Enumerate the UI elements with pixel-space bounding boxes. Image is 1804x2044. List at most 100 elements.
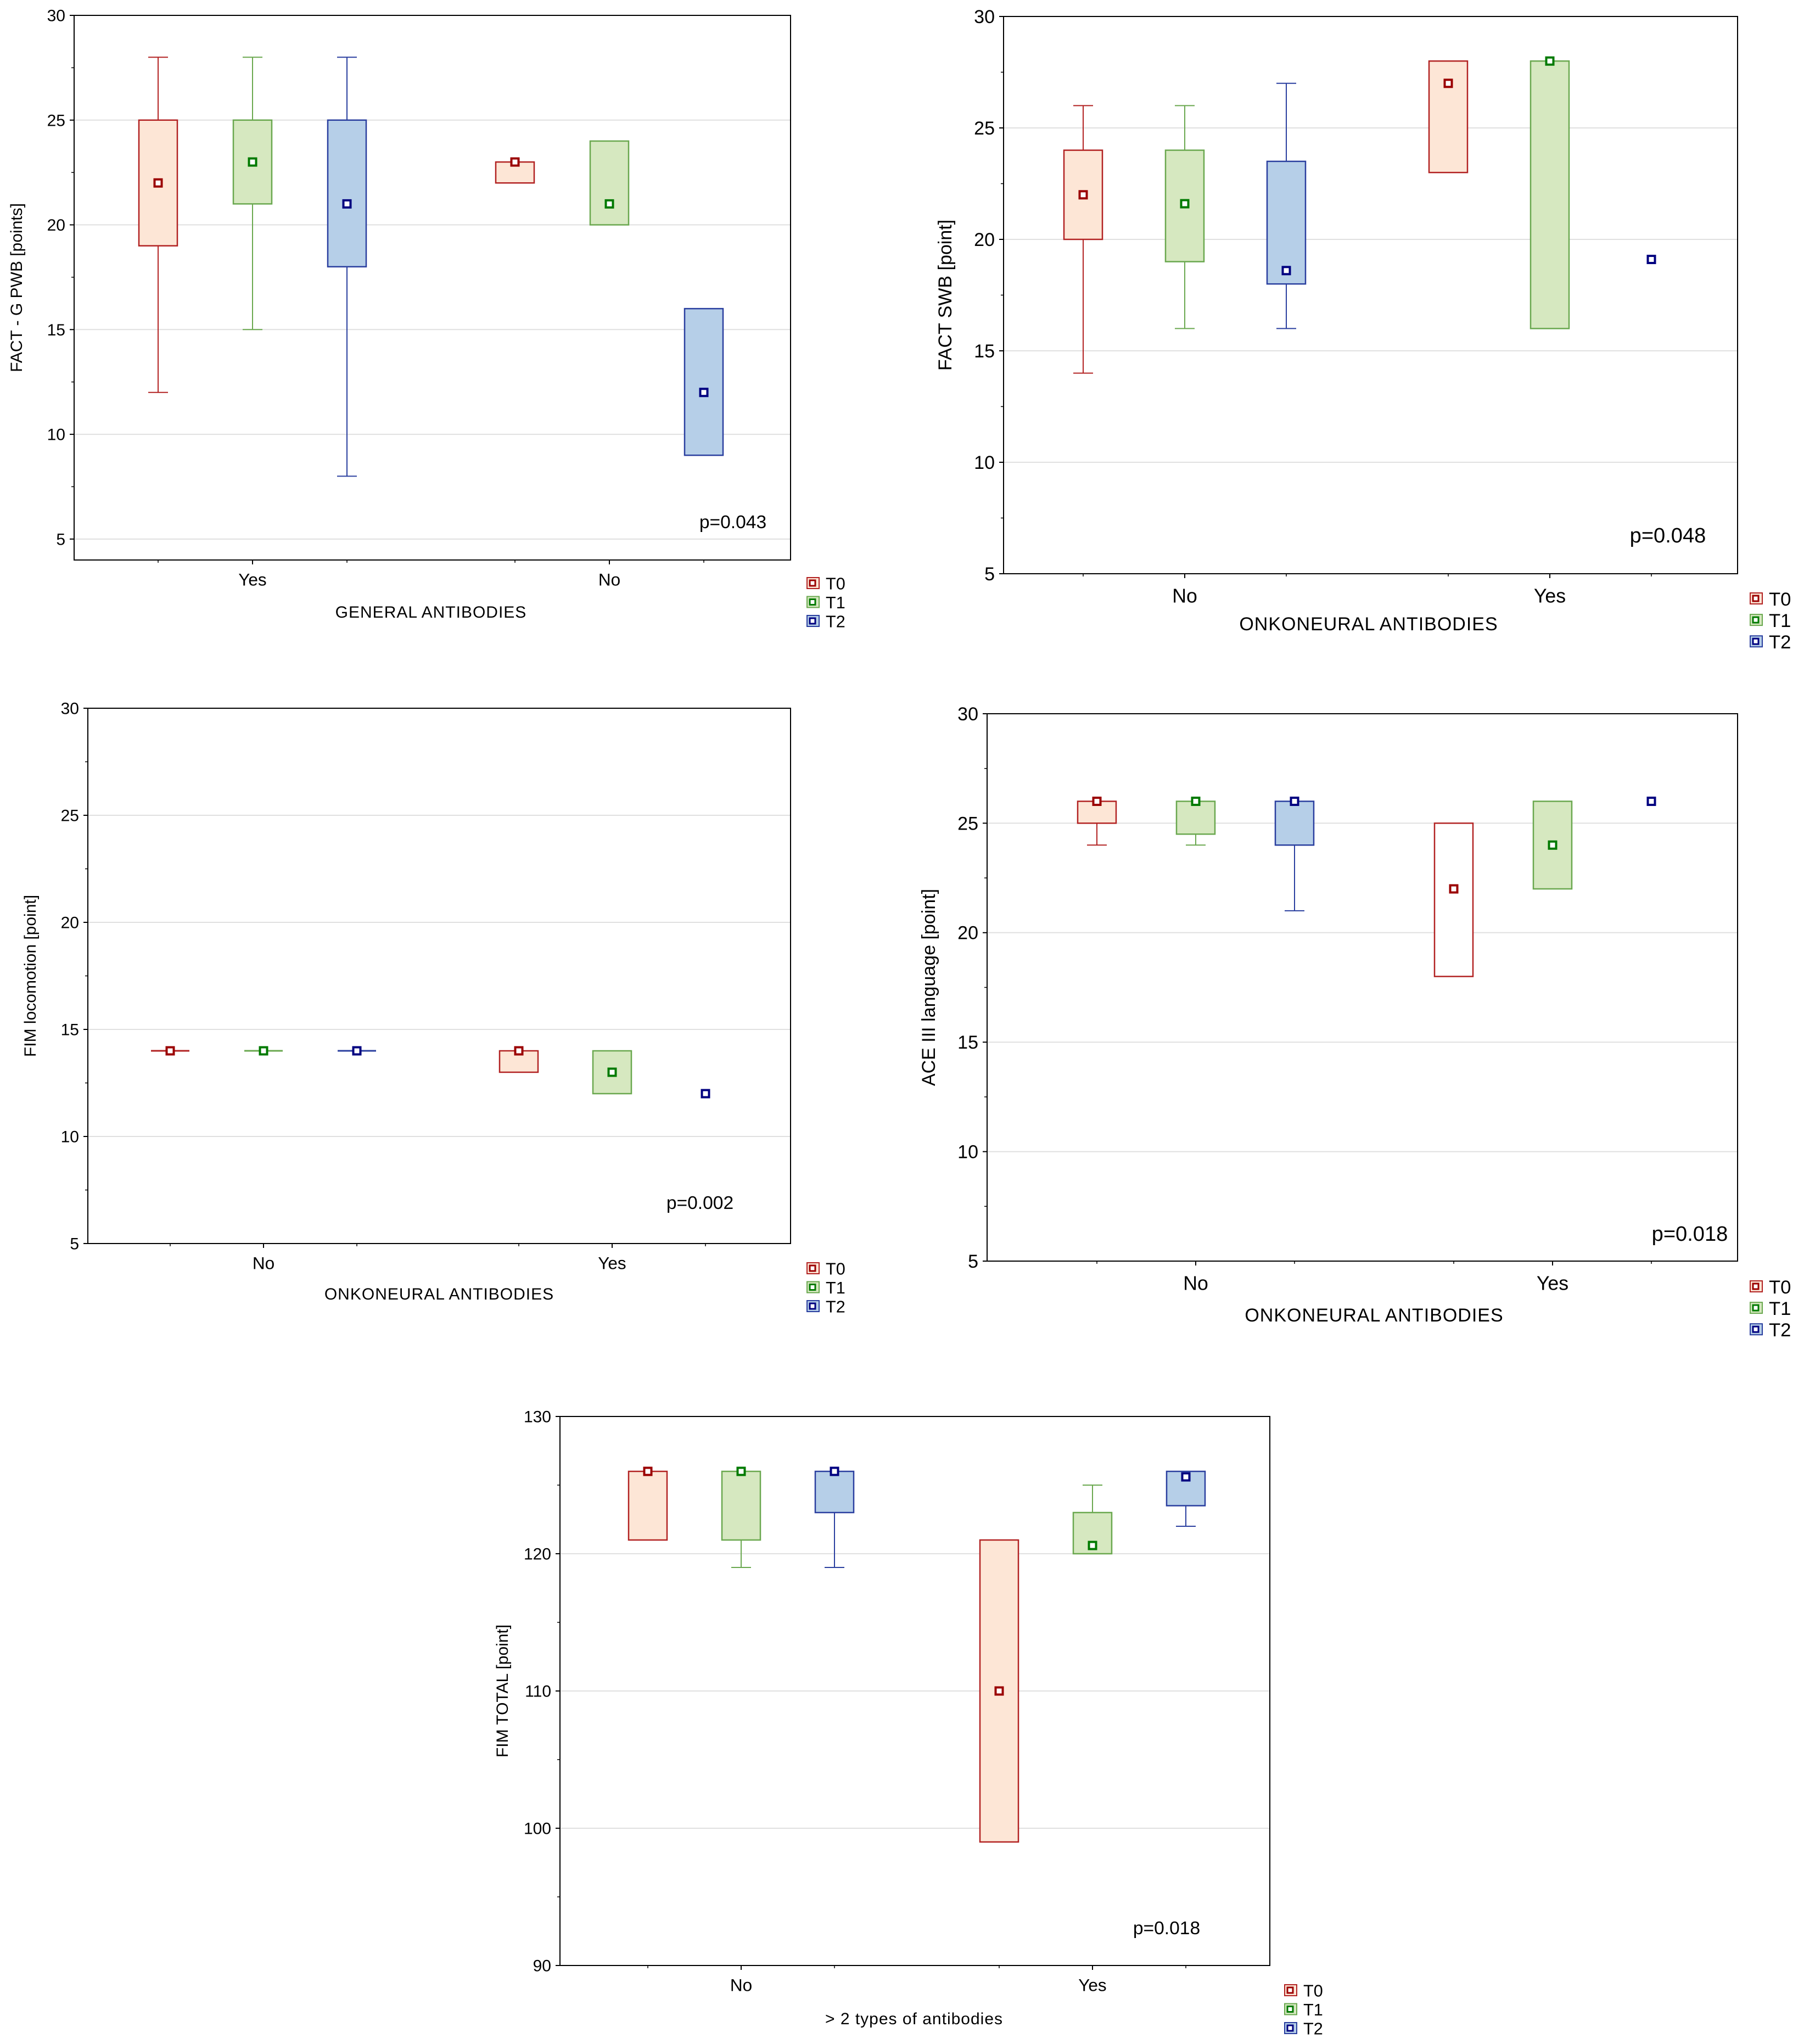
legend-label: T2: [1303, 2019, 1323, 2038]
legend-marker: [1752, 637, 1760, 645]
box-rect: [589, 140, 630, 226]
median-marker: [1088, 1541, 1097, 1550]
y-axis-label: ACE III language [point]: [918, 889, 939, 1086]
box-T1-no: [589, 140, 630, 226]
legend-label: T0: [1303, 1981, 1323, 2000]
box-T2-no: [814, 1466, 855, 1568]
x-tick-label: Yes: [1534, 585, 1566, 607]
y-tick-label: 5: [968, 1251, 978, 1272]
box-T1-yes: [592, 1050, 632, 1095]
box-T2-yes: [701, 1089, 710, 1099]
box-T0-no: [1063, 105, 1103, 374]
y-tick-label: 20: [974, 229, 995, 250]
y-axis-label: FACT - G PWB [points]: [8, 203, 26, 372]
legend-item-T1: T1: [1750, 611, 1791, 631]
y-tick-label: 100: [524, 1820, 551, 1838]
legend-marker: [809, 1264, 816, 1272]
box-rect: [1266, 160, 1307, 285]
legend-item-T1: T1: [1284, 2001, 1323, 2019]
y-tick-label: 10: [957, 1142, 978, 1163]
chart-fim-locomotion: 5 10 15 20 25 30 FIM locomotion [point] No Yes ON…: [21, 700, 845, 1317]
box-T0-no: [151, 1046, 189, 1056]
x-tick-label: Yes: [238, 570, 266, 590]
box-T0-yes: [1428, 60, 1469, 173]
y-tick-label: 25: [47, 111, 65, 130]
legend-label: T2: [826, 612, 845, 631]
legend-label: T1: [1769, 611, 1791, 631]
median-marker: [1281, 266, 1291, 276]
box-T1-no: [244, 1046, 283, 1056]
median-marker: [1646, 255, 1656, 265]
median-marker: [1548, 840, 1558, 850]
legend-label: T2: [1769, 1320, 1791, 1341]
p-value-annotation: p=0.002: [666, 1193, 733, 1213]
legend-item-T2: T2: [1750, 1320, 1791, 1341]
y-tick-label: 30: [47, 7, 65, 25]
y-tick-label: 30: [974, 7, 995, 27]
median-marker: [643, 1466, 653, 1476]
plot-frame: [74, 15, 791, 561]
y-tick-label: 25: [957, 813, 978, 834]
median-marker: [165, 1046, 175, 1056]
chart-fim-total: 90 100 110 120 130 FIM TOTAL [point] No Yes > 2 …: [494, 1408, 1323, 2039]
legend-marker: [1286, 2024, 1294, 2032]
y-tick-label: 130: [524, 1408, 551, 1426]
box-T0-no: [1077, 797, 1117, 846]
y-tick-label: 15: [61, 1021, 79, 1039]
plot-frame: [1003, 16, 1738, 574]
legend-marker: [1286, 1986, 1294, 1994]
box-rect: [1433, 822, 1474, 977]
median-marker: [830, 1466, 839, 1476]
box-T0-yes: [979, 1539, 1019, 1843]
box-T2-yes: [1646, 797, 1656, 807]
legend-item-T0: T0: [1750, 1277, 1791, 1298]
y-tick-label: 20: [47, 216, 65, 234]
legend-label: T0: [1769, 589, 1791, 610]
median-marker: [607, 1067, 617, 1077]
y-axis-label: FIM locomotion [point]: [21, 895, 40, 1057]
x-axis-label: ONKONEURAL ANTIBODIES: [1245, 1305, 1503, 1326]
legend-marker: [1752, 616, 1760, 624]
legend-marker: [809, 579, 816, 587]
box-rect: [683, 307, 724, 456]
box-T0-yes: [1433, 822, 1474, 977]
box-rect: [628, 1470, 668, 1541]
box-rect: [327, 119, 367, 268]
legend-item-T1: T1: [806, 593, 845, 612]
box-T1-yes: [232, 57, 273, 331]
median-marker: [1646, 797, 1656, 807]
median-marker: [510, 157, 520, 167]
box-T0-yes: [498, 1046, 539, 1073]
chart-fact-g-pwb: 5 10 15 20 25 30 FACT - G PWB [points] Yes No GEN…: [8, 7, 845, 631]
x-axis-label: ONKONEURAL ANTIBODIES: [324, 1285, 554, 1303]
y-tick-label: 5: [56, 530, 65, 548]
legend-marker: [809, 617, 816, 625]
box-T2-no: [683, 307, 724, 456]
p-value-annotation: p=0.018: [1652, 1223, 1728, 1246]
legend-label: T2: [1769, 632, 1791, 653]
box-T2-no: [1274, 797, 1315, 911]
median-marker: [153, 178, 163, 188]
legend-marker: [1752, 1304, 1760, 1312]
median-marker: [1449, 884, 1459, 894]
box-T1-yes: [1532, 800, 1573, 890]
legend-label: T1: [826, 593, 845, 612]
box-T2-yes: [1646, 255, 1656, 265]
legend-item-T2: T2: [1284, 2019, 1323, 2038]
y-tick-label: 5: [984, 564, 995, 585]
x-tick-label: No: [1183, 1273, 1208, 1295]
legend-marker: [1752, 1283, 1760, 1290]
y-tick-label: 10: [61, 1128, 79, 1146]
legend-item-T2: T2: [806, 1297, 845, 1316]
y-tick-label: 30: [61, 700, 79, 718]
legend-label: T0: [826, 1259, 845, 1278]
x-axis-label: GENERAL ANTIBODIES: [335, 603, 527, 621]
y-tick-label: 110: [525, 1683, 551, 1701]
x-tick-label: No: [253, 1253, 274, 1273]
legend-item-T0: T0: [806, 1259, 845, 1278]
median-marker: [1180, 199, 1190, 209]
median-marker: [1443, 79, 1453, 88]
plot-frame: [987, 713, 1738, 1262]
box-T2-yes: [1166, 1470, 1206, 1527]
legend-marker: [1752, 595, 1760, 602]
